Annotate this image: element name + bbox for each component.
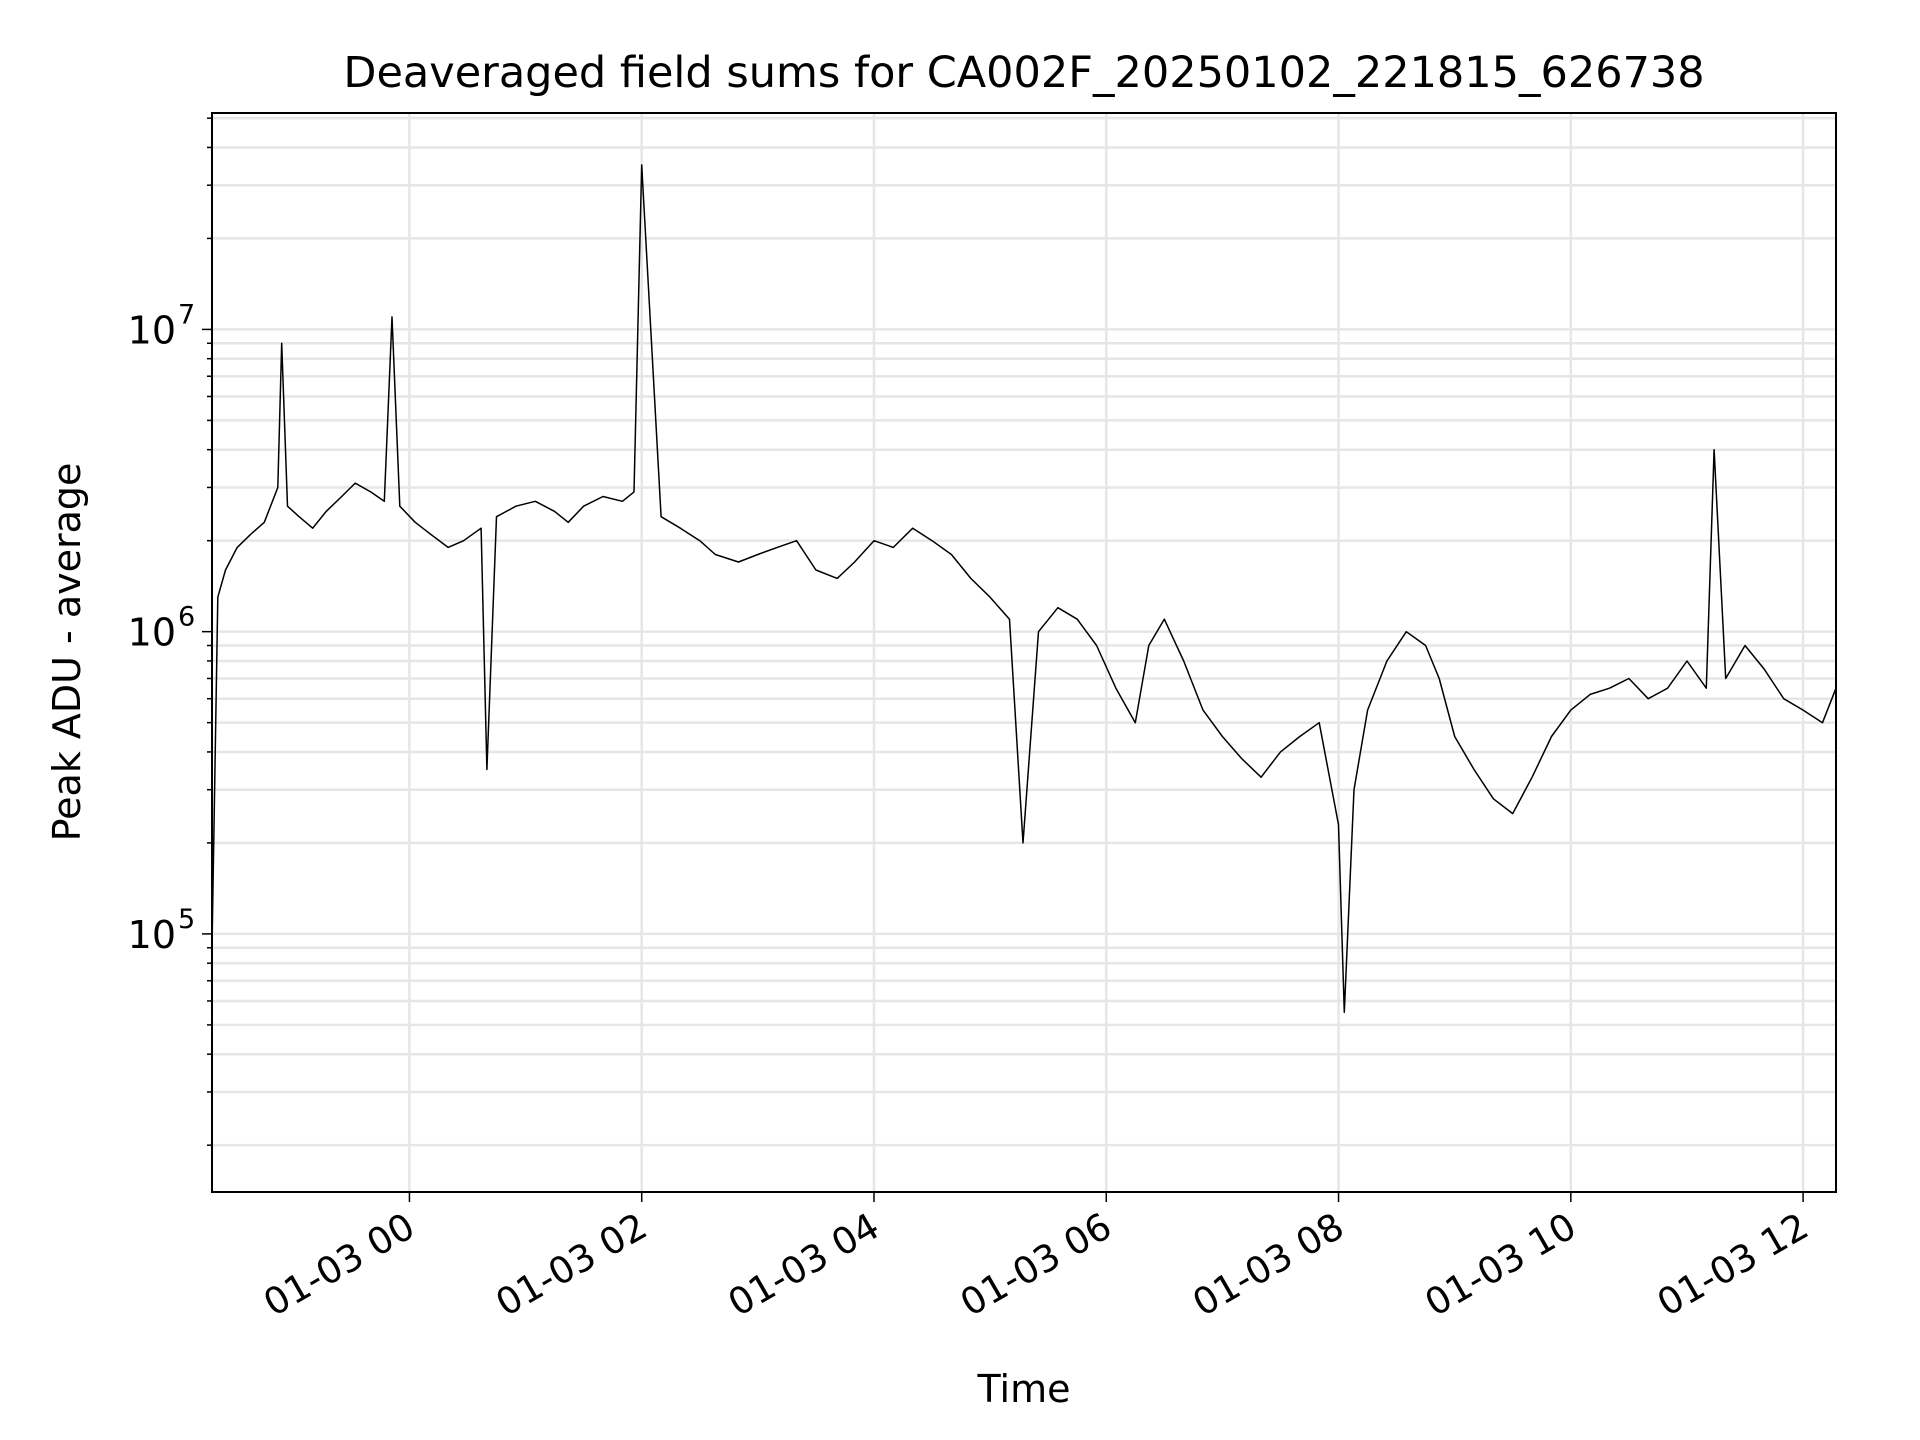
y-tick-exponent: 7 — [178, 299, 195, 330]
x-axis-label: Time — [977, 1367, 1071, 1411]
chart-title: Deaveraged field sums for CA002F_2025010… — [343, 48, 1704, 98]
y-tick-exponent: 5 — [178, 904, 195, 935]
plot-area-frame — [211, 112, 1837, 1193]
x-tick-label: 01-03 06 — [953, 1205, 1119, 1325]
y-tick-exponent: 6 — [178, 602, 195, 633]
x-tick-label: 01-03 08 — [1185, 1205, 1351, 1325]
x-tick-label: 01-03 00 — [256, 1205, 422, 1325]
x-tick-label: 01-03 02 — [489, 1205, 655, 1325]
x-tick-label: 01-03 04 — [721, 1205, 887, 1325]
x-tick-label: 01-03 12 — [1650, 1205, 1816, 1325]
x-tick-label: 01-03 10 — [1418, 1205, 1584, 1325]
y-tick-base: 10 — [128, 913, 176, 957]
y-tick-label: 10 7 — [128, 299, 196, 352]
series-layer — [211, 164, 1837, 1014]
y-tick-label: 10 5 — [128, 904, 196, 957]
y-tick-base: 10 — [128, 611, 176, 655]
y-tick-label: 10 6 — [128, 602, 196, 655]
gridlines — [212, 113, 1836, 1192]
series-line — [211, 164, 1837, 1014]
y-axis-label: Peak ADU - average — [45, 463, 89, 842]
y-tick-base: 10 — [128, 308, 176, 352]
